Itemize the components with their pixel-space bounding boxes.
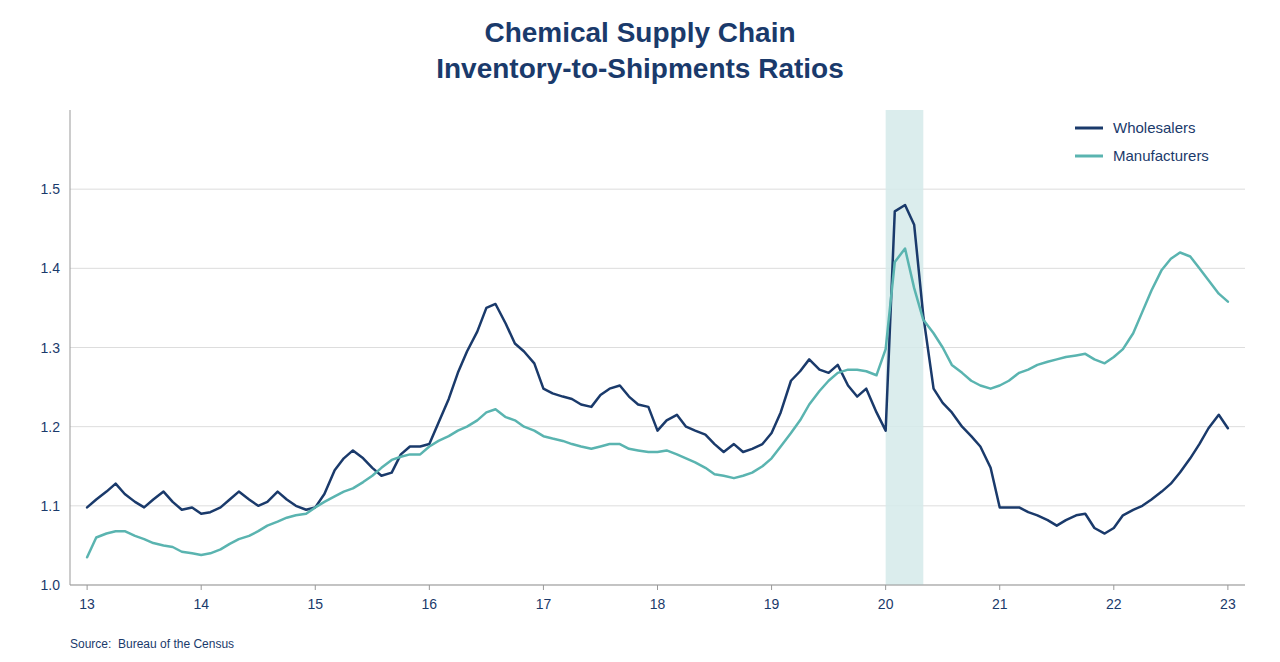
y-tick-label: 1.4	[41, 260, 61, 276]
x-tick-label: 14	[193, 596, 209, 612]
plot-area	[87, 110, 1228, 585]
series-line	[87, 205, 1228, 534]
x-tick-label: 16	[422, 596, 438, 612]
x-tick-label: 22	[1106, 596, 1122, 612]
grid-line	[70, 426, 1245, 427]
x-axis-line	[70, 585, 1245, 586]
source-note: Source: Bureau of the Census	[70, 637, 234, 651]
y-tick-label: 1.5	[41, 181, 61, 197]
x-tick	[885, 585, 886, 590]
legend-label: Manufacturers	[1113, 147, 1209, 164]
x-tick-label: 19	[764, 596, 780, 612]
grid	[70, 189, 1245, 585]
x-tick-label: 17	[536, 596, 552, 612]
series-line	[87, 249, 1228, 558]
x-tick-label: 21	[992, 596, 1008, 612]
y-axis-line	[70, 110, 71, 585]
x-tick	[1113, 585, 1114, 590]
x-tick	[771, 585, 772, 590]
legend-label: Wholesalers	[1113, 119, 1196, 136]
x-tick-label: 23	[1220, 596, 1236, 612]
legend-swatch	[1075, 155, 1103, 158]
x-tick	[315, 585, 316, 590]
x-tick-label: 18	[650, 596, 666, 612]
grid-line	[70, 505, 1245, 506]
title: Chemical Supply Chain	[484, 17, 795, 48]
legend: Wholesalers Manufacturers	[1075, 119, 1209, 164]
grid-line	[70, 347, 1245, 348]
x-tick	[657, 585, 658, 590]
grid-line	[70, 268, 1245, 269]
shaded-band	[886, 110, 924, 585]
x-tick	[201, 585, 202, 590]
x-tick	[87, 585, 88, 590]
y-tick-label: 1.2	[41, 419, 61, 435]
x-tick-label: 15	[307, 596, 323, 612]
legend-swatch	[1075, 127, 1103, 130]
x-tick	[543, 585, 544, 590]
x-tick	[999, 585, 1000, 590]
subtitle: Inventory-to-Shipments Ratios	[436, 53, 844, 84]
chart: Chemical Supply Chain Inventory-to-Shipme…	[0, 0, 1280, 662]
grid-line	[70, 189, 1245, 190]
grid-line	[70, 585, 1245, 586]
x-tick	[429, 585, 430, 590]
x-tick	[1227, 585, 1228, 590]
y-tick-label: 1.3	[41, 340, 61, 356]
x-tick-label: 13	[79, 596, 95, 612]
y-tick-label: 1.0	[41, 577, 61, 593]
y-tick-label: 1.1	[41, 498, 61, 514]
x-tick-label: 20	[878, 596, 894, 612]
